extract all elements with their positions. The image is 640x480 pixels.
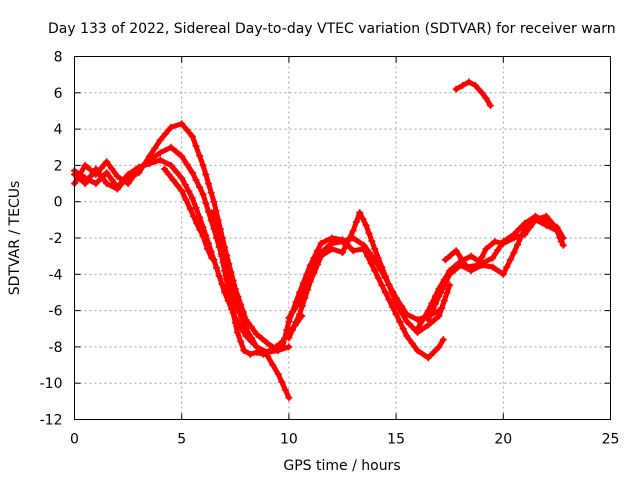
y-tick-label: 8 — [54, 50, 63, 66]
chart-title: Day 133 of 2022, Sidereal Day-to-day VTE… — [48, 21, 616, 37]
x-tick-label: 5 — [177, 432, 186, 448]
x-tick-label: 25 — [602, 432, 620, 448]
y-tick-label: 4 — [54, 122, 63, 138]
x-tick-label: 20 — [494, 432, 512, 448]
series-track-4 — [161, 165, 216, 262]
y-tick-label: -8 — [49, 340, 63, 356]
y-tick-label: 2 — [54, 158, 63, 174]
series-track-11 — [441, 212, 565, 271]
y-tick-label: 0 — [54, 195, 63, 211]
series-line — [162, 166, 215, 261]
y-tick-label: -2 — [49, 231, 63, 247]
series-track-12 — [452, 78, 494, 109]
y-tick-label: -6 — [49, 304, 63, 320]
series-markers — [279, 234, 447, 362]
y-tick-label: 6 — [54, 86, 63, 102]
y-tick-label: -10 — [40, 376, 63, 392]
y-tick-label: -4 — [49, 267, 63, 283]
data-series — [71, 78, 567, 402]
y-tick-label: -12 — [40, 413, 63, 429]
series-track-8 — [285, 209, 454, 342]
series-markers — [441, 212, 565, 271]
series-markers — [161, 165, 216, 262]
axis-ticks — [74, 56, 611, 420]
x-axis-label: GPS time / hours — [283, 458, 400, 474]
y-axis-label: SDTVAR / TECUs — [7, 181, 23, 296]
series-markers — [285, 209, 454, 342]
x-tick-label: 10 — [280, 432, 298, 448]
x-tick-label: 15 — [387, 432, 405, 448]
series-track-10 — [424, 216, 567, 324]
series-line — [425, 217, 566, 323]
series-markers — [452, 78, 494, 109]
x-tick-label: 0 — [70, 432, 79, 448]
series-track-7 — [279, 234, 447, 362]
